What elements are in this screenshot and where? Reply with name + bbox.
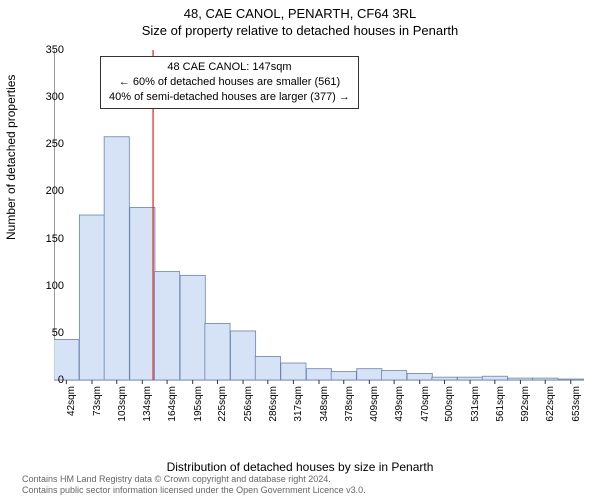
y-axis-label: Number of detached properties <box>4 75 18 240</box>
histogram-bar <box>407 373 432 380</box>
x-tick-label: 531sqm <box>470 386 481 436</box>
y-tick-label: 350 <box>46 44 64 56</box>
x-tick-label: 622sqm <box>545 386 556 436</box>
x-tick-label: 378sqm <box>344 386 355 436</box>
x-tick-label: 73sqm <box>92 386 103 436</box>
x-tick-label: 500sqm <box>444 386 455 436</box>
histogram-bar <box>205 323 230 380</box>
histogram-bar <box>357 369 382 380</box>
x-tick-label: 195sqm <box>193 386 204 436</box>
y-tick-label: 250 <box>46 138 64 150</box>
x-axis-label: Distribution of detached houses by size … <box>0 460 600 474</box>
footer-attribution: Contains HM Land Registry data © Crown c… <box>22 474 366 497</box>
x-tick-label: 470sqm <box>420 386 431 436</box>
histogram-bar <box>79 215 104 380</box>
x-tick-label: 561sqm <box>495 386 506 436</box>
x-tick-label: 653sqm <box>571 386 582 436</box>
histogram-bar <box>180 275 205 380</box>
x-tick-label: 286sqm <box>268 386 279 436</box>
histogram-bar <box>230 331 255 380</box>
x-tick-label: 348sqm <box>319 386 330 436</box>
y-tick-label: 0 <box>58 374 64 386</box>
footer-line-2: Contains public sector information licen… <box>22 485 366 496</box>
x-tick-label: 42sqm <box>66 386 77 436</box>
histogram-bar <box>130 207 155 380</box>
page-title: Size of property relative to detached ho… <box>0 21 600 38</box>
histogram-bar <box>155 272 180 380</box>
histogram-bar <box>558 379 583 380</box>
x-tick-label: 225sqm <box>217 386 228 436</box>
callout-line1: 48 CAE CANOL: 147sqm <box>109 60 350 75</box>
x-tick-label: 592sqm <box>520 386 531 436</box>
y-tick-label: 100 <box>46 280 64 292</box>
callout-line2: ← 60% of detached houses are smaller (56… <box>109 75 350 90</box>
y-tick-label: 200 <box>46 185 64 197</box>
histogram-bar <box>255 356 280 380</box>
histogram-bar <box>281 363 306 380</box>
footer-line-1: Contains HM Land Registry data © Crown c… <box>22 474 366 485</box>
x-tick-label: 134sqm <box>142 386 153 436</box>
histogram-bar <box>306 369 331 380</box>
y-tick-label: 50 <box>52 327 64 339</box>
histogram-bar <box>482 376 507 380</box>
x-tick-label: 317sqm <box>293 386 304 436</box>
y-tick-label: 150 <box>46 233 64 245</box>
histogram-bar <box>104 137 129 380</box>
x-tick-label: 256sqm <box>243 386 254 436</box>
x-tick-label: 164sqm <box>167 386 178 436</box>
x-tick-label: 409sqm <box>369 386 380 436</box>
callout-line3: 40% of semi-detached houses are larger (… <box>109 90 350 105</box>
histogram-bar <box>508 378 533 380</box>
callout-box: 48 CAE CANOL: 147sqm← 60% of detached ho… <box>100 56 359 109</box>
histogram-bar <box>533 378 558 380</box>
x-tick-label: 439sqm <box>394 386 405 436</box>
y-tick-label: 300 <box>46 91 64 103</box>
page-supertitle: 48, CAE CANOL, PENARTH, CF64 3RL <box>0 0 600 21</box>
x-tick-label: 103sqm <box>117 386 128 436</box>
histogram-bar <box>382 371 407 380</box>
histogram-bar <box>457 377 482 380</box>
histogram-bar <box>331 372 356 380</box>
histogram-bar <box>432 377 457 380</box>
